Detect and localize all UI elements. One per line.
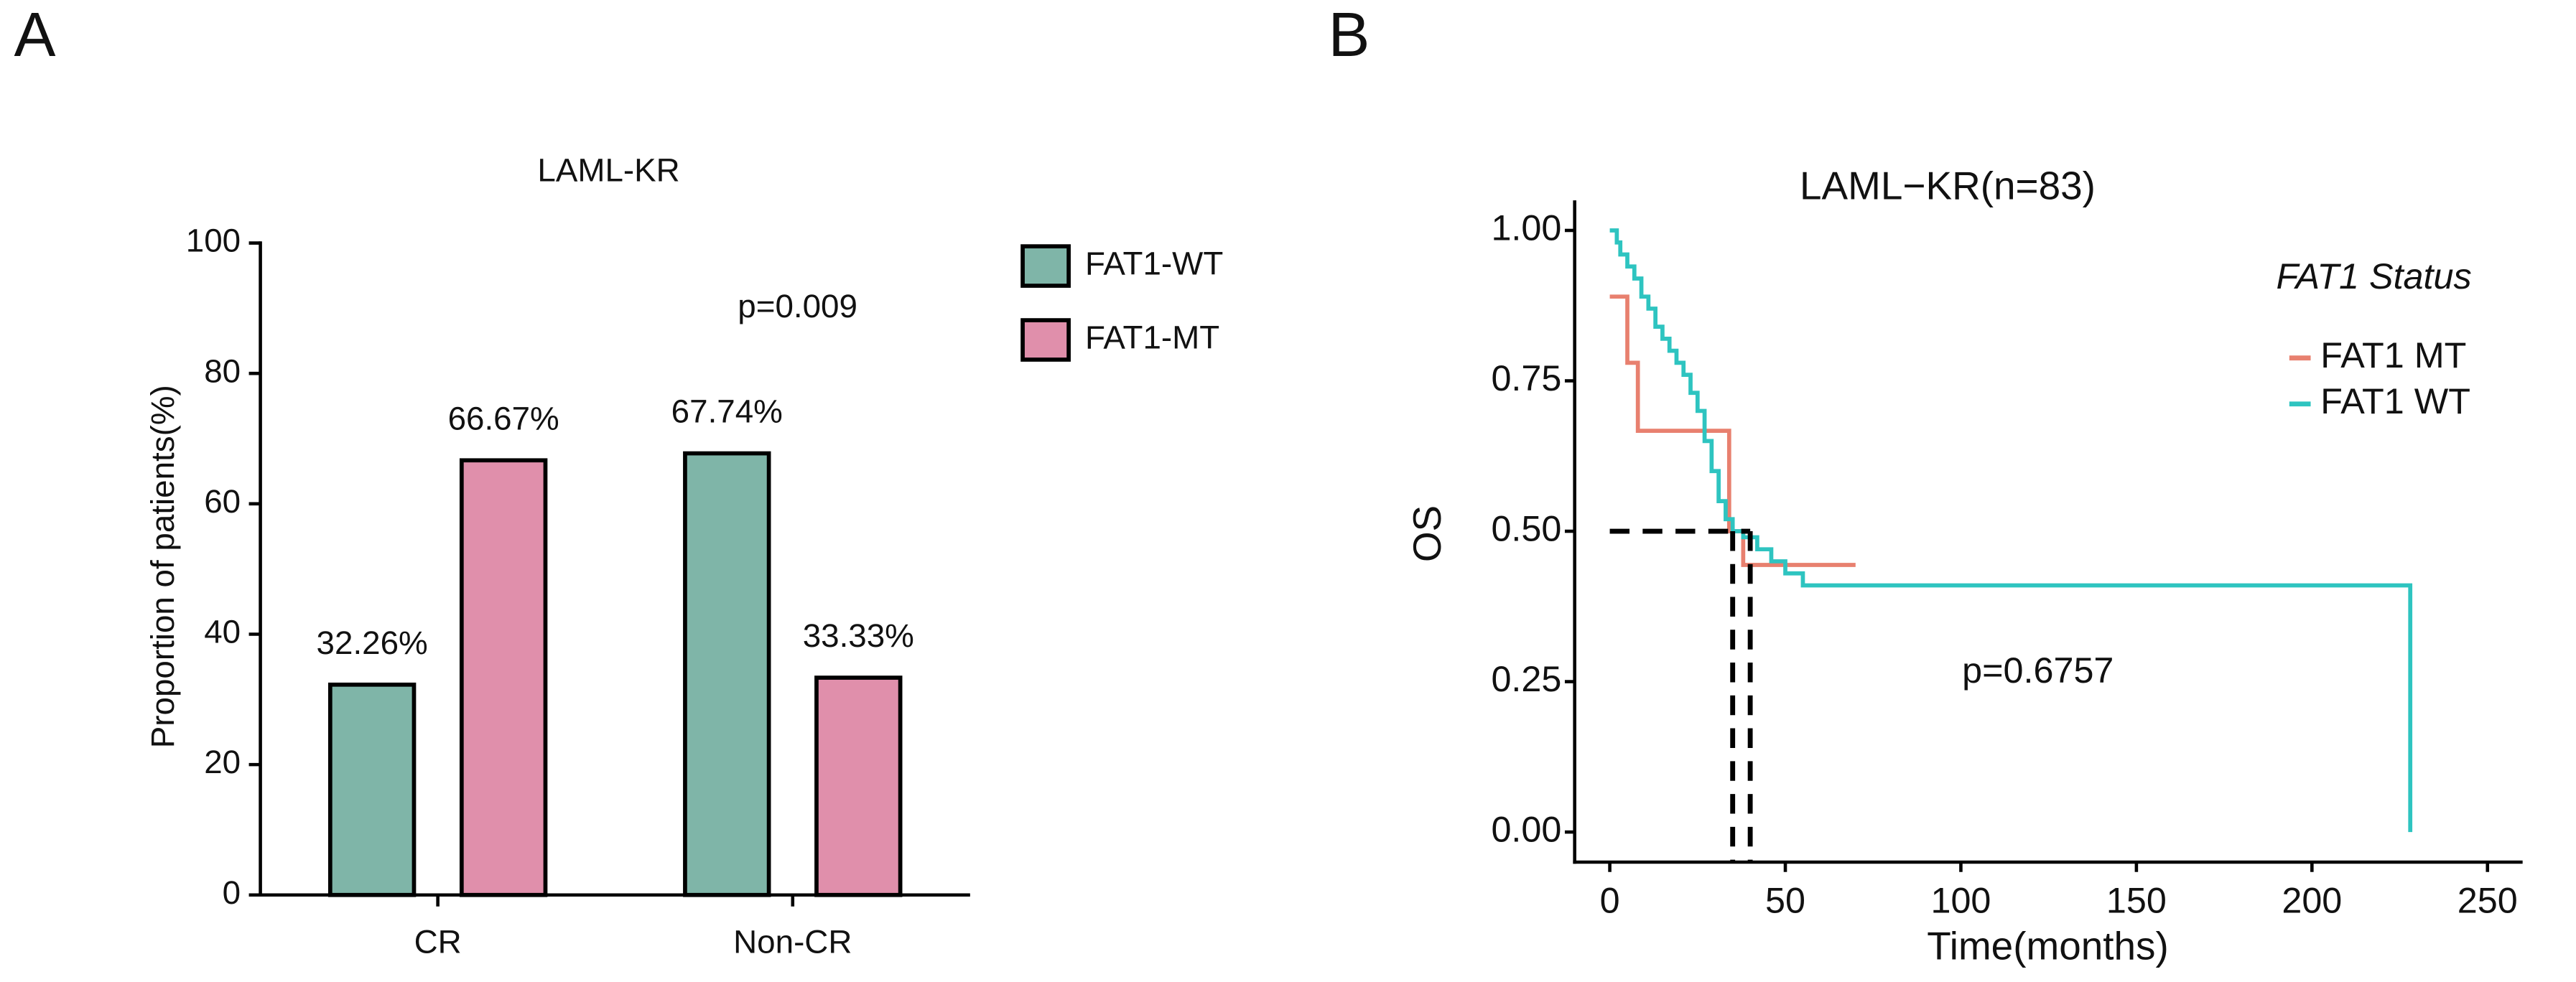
bar: [327, 682, 417, 897]
y-tick-label: 100: [186, 223, 241, 259]
x-tick-label: 150: [2106, 879, 2167, 920]
bar: [459, 458, 548, 897]
y-tick-label: 0.75: [1491, 357, 1561, 398]
y-tick-label: 60: [204, 483, 241, 520]
legend-label: FAT1-WT: [1085, 246, 1223, 282]
y-tick-label: 20: [204, 744, 241, 780]
legend-title: FAT1 Status: [2277, 256, 2472, 296]
survival-curve: [1609, 294, 1856, 567]
panel-label: A: [14, 0, 55, 70]
data-label: 33.33%: [803, 617, 914, 654]
legend-label: FAT1 WT: [2320, 380, 2470, 421]
bar: [814, 675, 903, 897]
data-label: 67.74%: [671, 393, 783, 430]
data-label: 32.26%: [317, 625, 428, 661]
chart-title: LAML-KR: [537, 151, 679, 188]
y-tick-label: 1.00: [1491, 207, 1561, 248]
y-tick-label: 0.50: [1491, 508, 1561, 548]
y-axis-label: Proportion of patients(%): [144, 385, 181, 748]
y-axis-label: OS: [1405, 505, 1449, 562]
x-tick-label: Non-CR: [733, 923, 852, 960]
x-tick-label: 50: [1765, 879, 1805, 920]
chart-title: LAML−KR(n=83): [1800, 164, 2096, 208]
x-tick-label: 0: [1600, 879, 1620, 920]
legend-label: FAT1 MT: [2320, 335, 2466, 375]
survival-curve: [1609, 228, 2413, 833]
x-axis-label: Time(months): [1927, 924, 2168, 968]
legend-swatch: [1020, 318, 1071, 362]
bar: [683, 451, 771, 897]
x-tick-label: 200: [2282, 879, 2342, 920]
data-label: 66.67%: [448, 400, 559, 436]
annotation: p=0.009: [738, 288, 857, 324]
y-tick-label: 80: [204, 352, 241, 389]
y-tick-label: 40: [204, 614, 241, 650]
x-tick-label: CR: [414, 923, 462, 960]
panel-label: B: [1329, 0, 1370, 70]
x-tick-label: 100: [1930, 879, 1991, 920]
y-tick-label: 0.25: [1491, 658, 1561, 699]
x-tick-label: 250: [2458, 879, 2518, 920]
y-tick-label: 0.00: [1491, 808, 1561, 849]
legend-label: FAT1-MT: [1085, 319, 1219, 356]
legend-swatch: [1020, 244, 1071, 288]
y-tick-label: 0: [223, 874, 241, 911]
annotation: p=0.6757: [1962, 650, 2114, 691]
